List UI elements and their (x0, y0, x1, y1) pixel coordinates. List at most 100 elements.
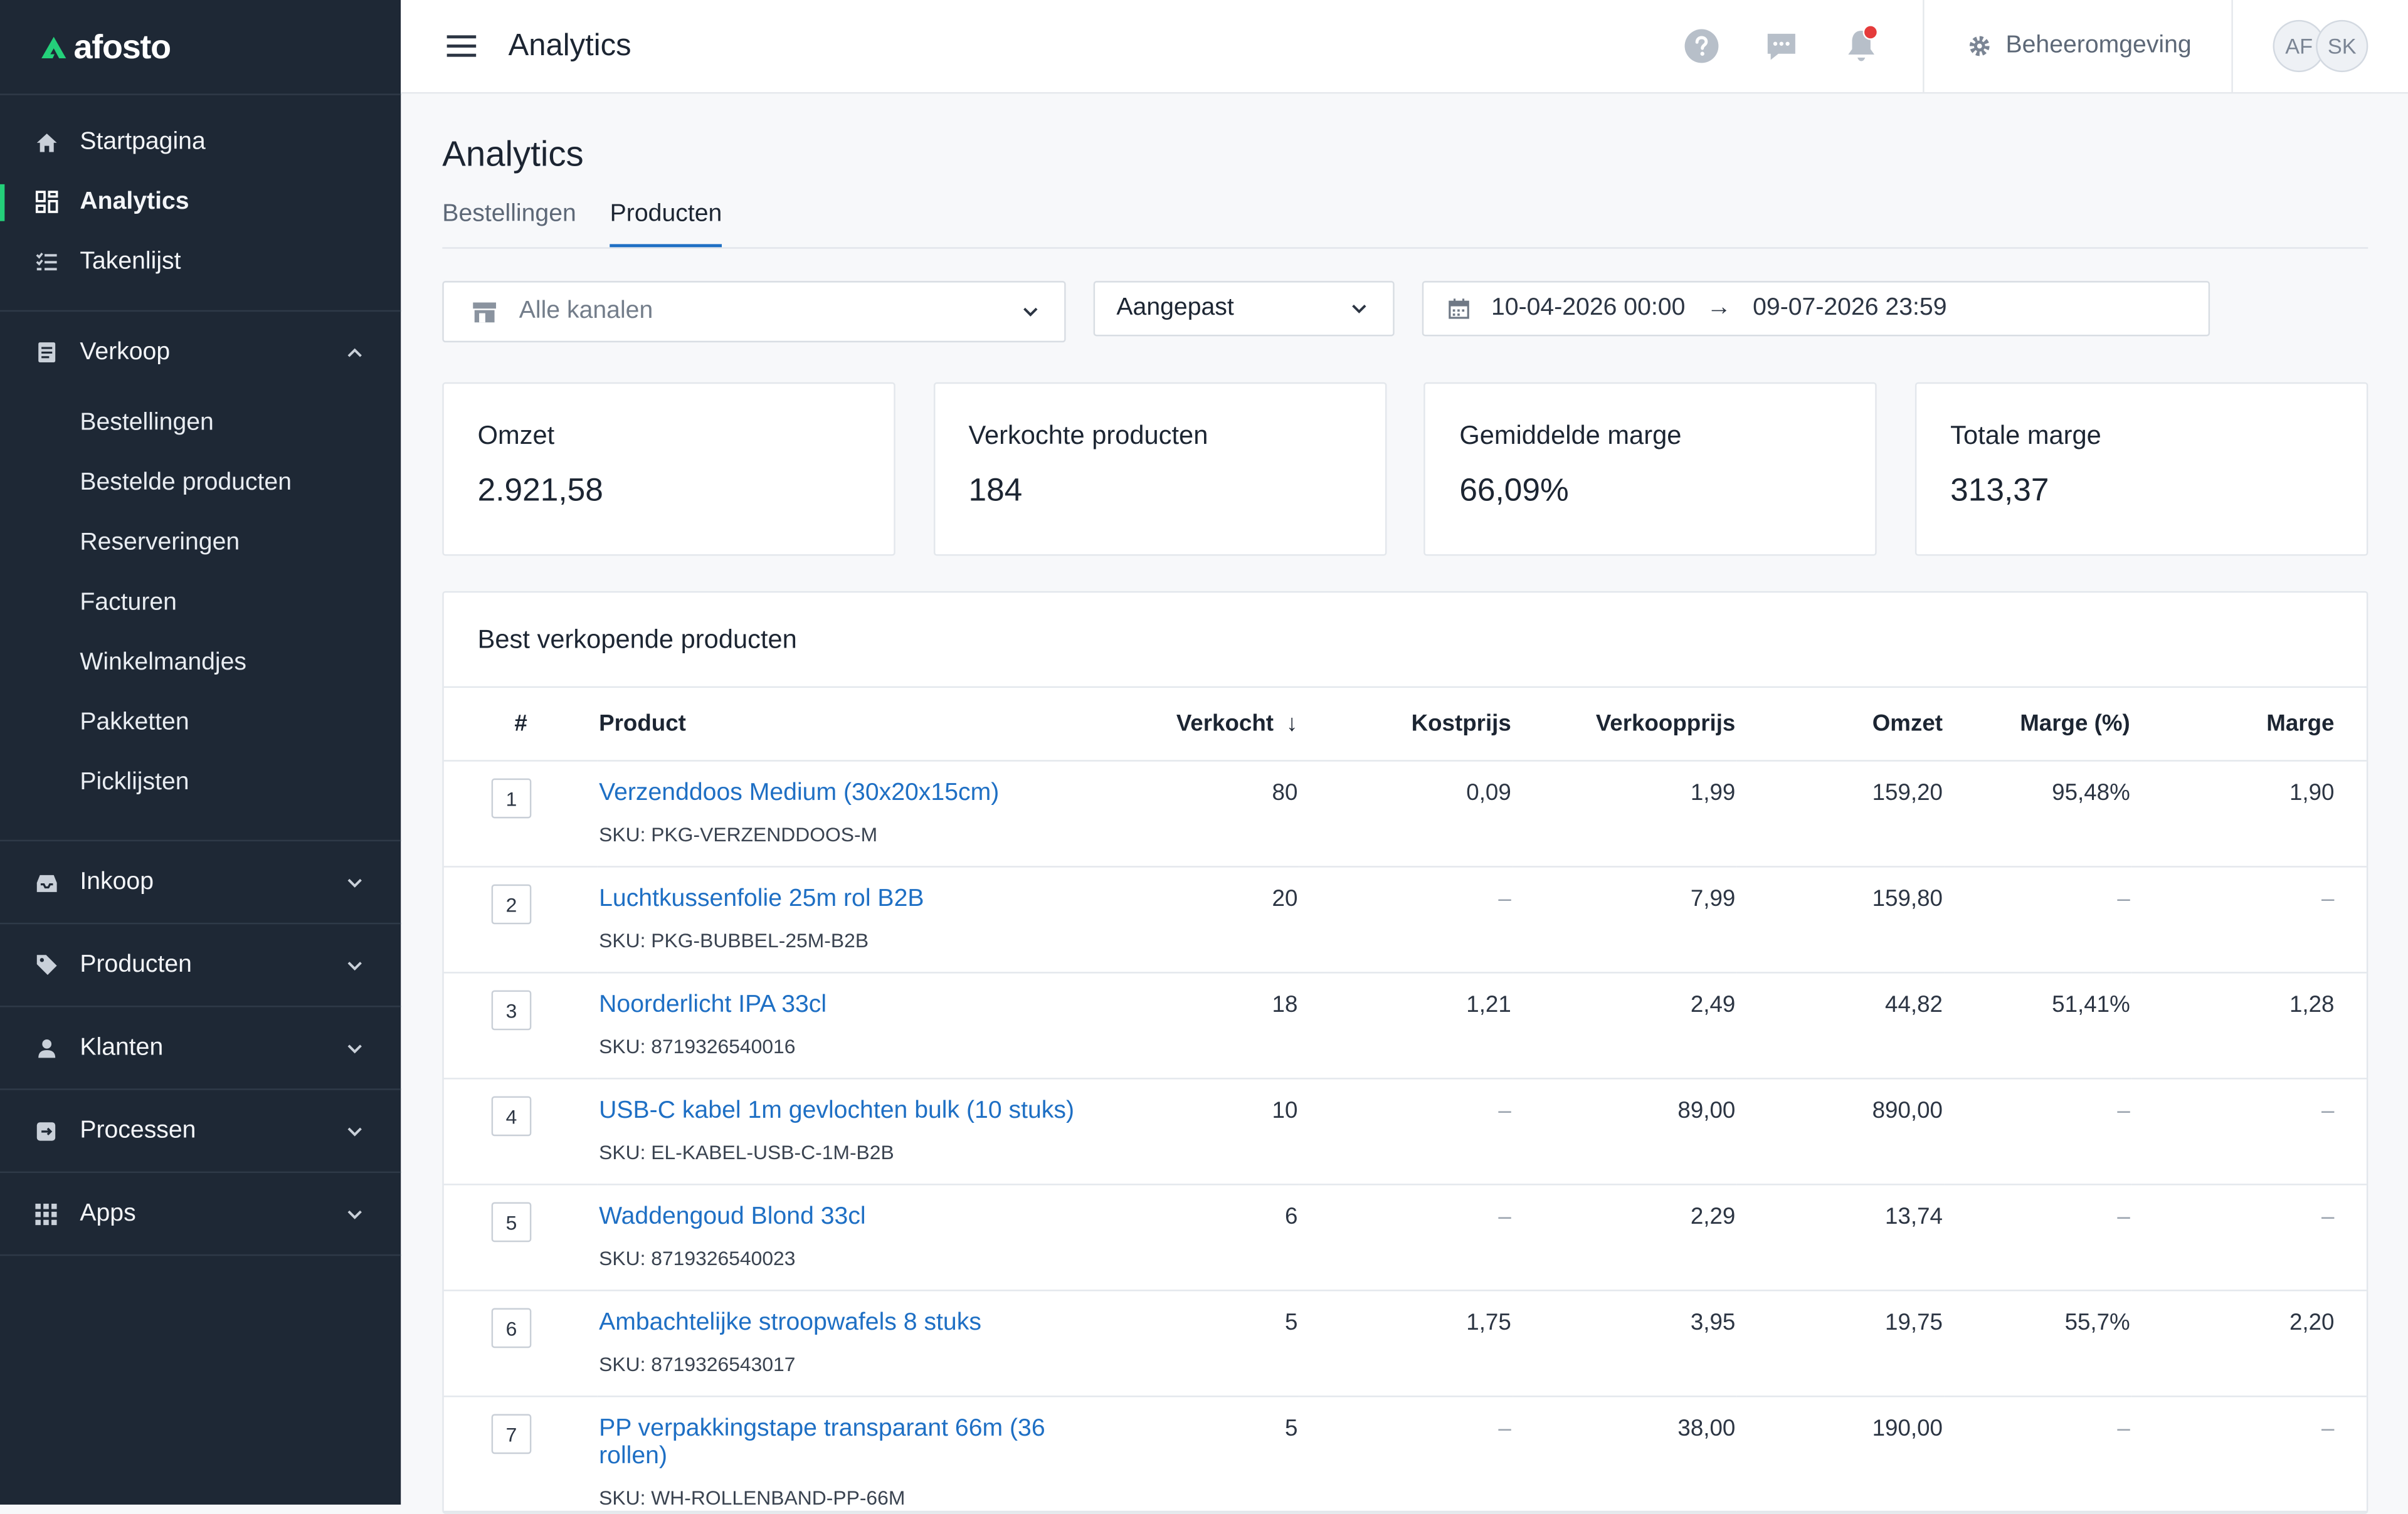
sidebar-section-inkoop[interactable]: Inkoop (0, 841, 401, 923)
product-link[interactable]: Luchtkussenfolie 25m rol B2B (599, 886, 924, 912)
date-range-picker[interactable]: 10-04-2026 00:00 → 09-07-2026 23:59 (1422, 281, 2210, 337)
rank-badge: 3 (491, 990, 532, 1031)
table-row[interactable]: 1 Verzenddoos Medium (30x20x15cm) SKU: PKG… (443, 760, 2367, 868)
sold-cell: 6 (1112, 1184, 1299, 1291)
rank-cell: 7 (443, 1396, 598, 1513)
date-from[interactable]: 10-04-2026 00:00 (1491, 295, 1686, 321)
date-preset-value: Aangepast (1116, 295, 1234, 321)
help-icon[interactable] (1683, 28, 1720, 65)
date-preset-select[interactable]: Aangepast (1093, 281, 1395, 337)
col-product: Product (597, 688, 1112, 762)
receipt-icon (34, 340, 58, 364)
environment-button[interactable]: Beheeromgeving (1925, 32, 2232, 60)
sidebar-subitem-pakketten[interactable]: Pakketten (80, 708, 189, 735)
stat-value: 313,37 (1950, 473, 2049, 508)
cost-cell: – (1299, 1184, 1513, 1291)
sidebar-item-takenlijst[interactable]: Takenlijst (0, 232, 401, 292)
avatar-group[interactable]: AF SK (2233, 19, 2408, 73)
sidebar-subitem-reserveringen[interactable]: Reserveringen (80, 528, 240, 555)
sidebar-subitem-winkelmandjes[interactable]: Winkelmandjes (80, 648, 247, 675)
chevron-down-icon (347, 960, 362, 970)
logo[interactable]: afosto (0, 0, 401, 95)
sidebar-subitem-facturen[interactable]: Facturen (80, 589, 177, 615)
sidebar-section-apps[interactable]: Apps (0, 1173, 401, 1254)
margin-pct-cell: 95,48% (1944, 760, 2132, 868)
tab-bestellingen[interactable]: Bestellingen (442, 201, 576, 228)
table-row[interactable]: 7 PP verpakkingstape transparant 66m (36 … (443, 1396, 2367, 1513)
table-row[interactable]: 3 Noorderlicht IPA 33cl SKU: 8719326540016… (443, 972, 2367, 1080)
product-link[interactable]: Verzenddoos Medium (30x20x15cm) (599, 780, 1000, 806)
col-marge[interactable]: Marge (2131, 688, 2367, 762)
sidebar-item-label: Startpagina (80, 128, 206, 155)
price-cell: 2,49 (1513, 972, 1737, 1080)
sold-cell: 5 (1112, 1396, 1299, 1513)
product-link[interactable]: Noorderlicht IPA 33cl (599, 992, 827, 1018)
table-row[interactable]: 6 Ambachtelijke stroopwafels 8 stuks SKU: … (443, 1290, 2367, 1397)
product-link[interactable]: Ambachtelijke stroopwafels 8 stuks (599, 1309, 981, 1336)
tab-bar: Bestellingen Producten (442, 198, 2368, 249)
col-marge-pct[interactable]: Marge (%) (1944, 688, 2132, 762)
afosto-logo-icon (41, 36, 66, 58)
sidebar-item-label: Apps (80, 1199, 136, 1226)
sidebar-subitem-bestelde-producten[interactable]: Bestelde producten (80, 469, 292, 495)
table-row[interactable]: 4 USB-C kabel 1m gevlochten bulk (10 stuk… (443, 1078, 2367, 1185)
price-cell: 3,95 (1513, 1290, 1737, 1397)
margin-cell: – (2131, 1184, 2367, 1291)
margin-pct-cell: 51,41% (1944, 972, 2132, 1080)
sidebar-section-producten[interactable]: Producten (0, 924, 401, 1006)
product-link[interactable]: Waddengoud Blond 33cl (599, 1204, 866, 1230)
rank-cell: 1 (443, 760, 598, 868)
sidebar-section-processen[interactable]: Processen (0, 1090, 401, 1172)
product-sku: SKU: 8719326540023 (599, 1246, 796, 1270)
product-cell: PP verpakkingstape transparant 66m (36 r… (597, 1396, 1112, 1513)
user-icon (34, 1036, 58, 1060)
product-sku: SKU: 8719326543017 (599, 1352, 796, 1376)
home-icon (34, 130, 58, 154)
stat-label: Totale marge (1950, 421, 2101, 450)
product-link[interactable]: USB-C kabel 1m gevlochten bulk (10 stuks… (599, 1098, 1074, 1124)
revenue-cell: 159,20 (1736, 760, 1945, 868)
margin-cell: – (2131, 1396, 2367, 1513)
margin-cell: – (2131, 1078, 2367, 1185)
sidebar-item-analytics[interactable]: Analytics (0, 172, 401, 232)
table-row[interactable]: 5 Waddengoud Blond 33cl SKU: 8719326540023… (443, 1184, 2367, 1291)
product-cell: Luchtkussenfolie 25m rol B2B SKU: PKG-BUB… (597, 866, 1112, 974)
sidebar-subitem-picklijsten[interactable]: Picklijsten (80, 768, 189, 795)
divider (1923, 0, 1925, 92)
product-link[interactable]: PP verpakkingstape transparant 66m (36 r… (599, 1415, 1045, 1469)
sold-cell: 80 (1112, 760, 1299, 868)
tag-icon (34, 953, 58, 977)
sidebar-section-verkoop[interactable]: Verkoop (0, 312, 401, 393)
stat-cards: Omzet 2.921,58 Verkochte producten 184 G… (442, 382, 2368, 556)
col-kostprijs[interactable]: Kostprijs (1299, 688, 1513, 762)
rank-badge: 4 (491, 1096, 532, 1137)
tab-producten[interactable]: Producten (610, 198, 722, 248)
process-icon (34, 1118, 58, 1143)
sidebar-section-klanten[interactable]: Klanten (0, 1007, 401, 1089)
price-cell: 7,99 (1513, 866, 1737, 974)
rank-cell: 6 (443, 1290, 598, 1397)
header-title: Analytics (508, 28, 631, 63)
col-omzet[interactable]: Omzet (1736, 688, 1945, 762)
sidebar-subitem-bestellingen[interactable]: Bestellingen (80, 409, 214, 436)
hamburger-menu-icon[interactable] (446, 35, 477, 57)
margin-pct-cell: 55,7% (1944, 1290, 2132, 1397)
stat-label: Gemiddelde marge (1459, 421, 1682, 450)
date-to[interactable]: 09-07-2026 23:59 (1753, 295, 1947, 321)
bell-icon[interactable] (1843, 24, 1880, 65)
rank-cell: 3 (443, 972, 598, 1080)
channel-select[interactable]: Alle kanalen (442, 281, 1066, 343)
sidebar-item-startpagina[interactable]: Startpagina (0, 112, 401, 172)
sidebar-top-group: Startpagina Analytics Takenlijst (0, 95, 401, 312)
col-verkoopprijs[interactable]: Verkoopprijs (1513, 688, 1737, 762)
top-bar: Analytics Beheeromgeving AF SK (401, 0, 2408, 94)
avatar[interactable]: SK (2316, 19, 2368, 73)
product-sku: SKU: PKG-VERZENDDOOS-M (599, 823, 878, 846)
table-row[interactable]: 2 Luchtkussenfolie 25m rol B2B SKU: PKG-BU… (443, 866, 2367, 974)
rank-badge: 2 (491, 884, 532, 925)
calendar-icon (1449, 298, 1469, 319)
arrow-right-icon: → (1706, 295, 1731, 321)
col-verkocht[interactable]: Verkocht ↓ (1112, 688, 1299, 762)
chat-icon[interactable] (1763, 28, 1800, 65)
margin-cell: – (2131, 866, 2367, 974)
